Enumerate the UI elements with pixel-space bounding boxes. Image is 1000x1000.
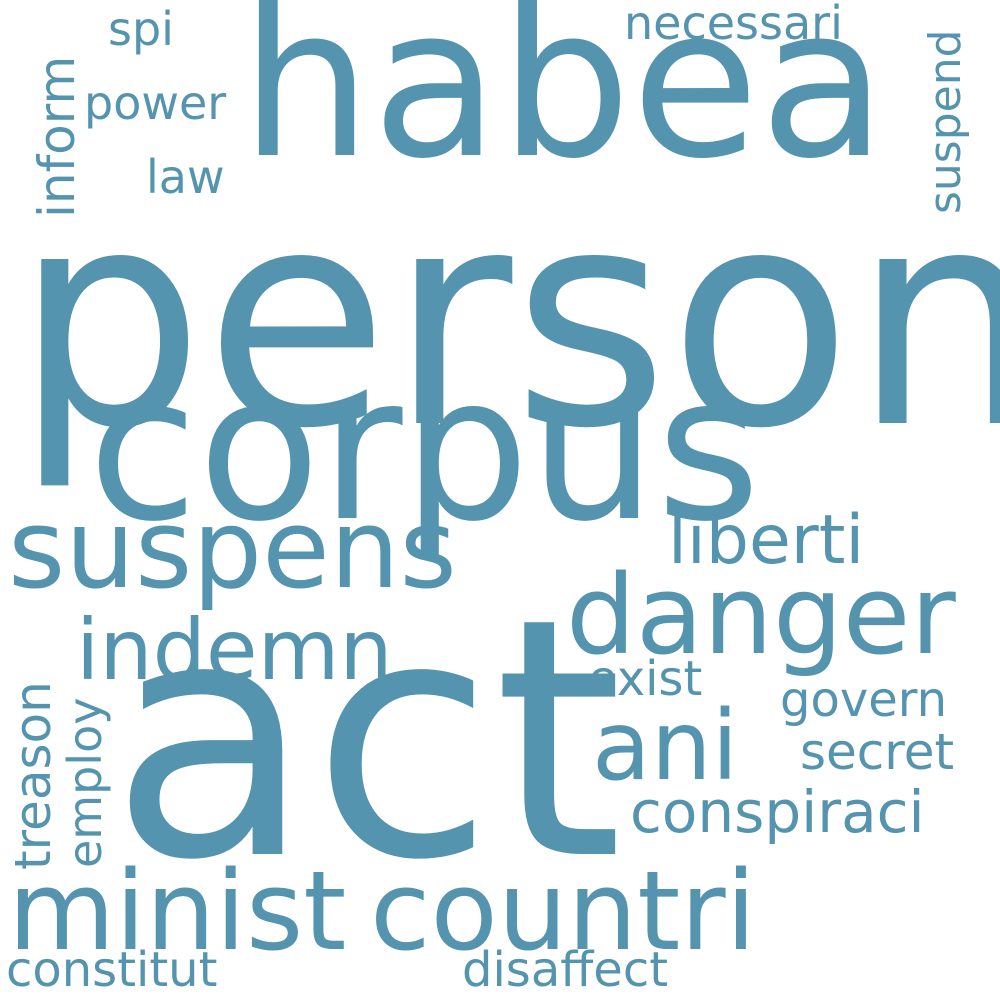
word-ani: ani — [592, 690, 739, 802]
word-disaffect: disaffect — [462, 942, 669, 998]
word-treason: treason — [4, 681, 62, 870]
word-liberti: liberti — [668, 501, 865, 580]
word-necessari: necessari — [624, 0, 843, 50]
word-inform: inform — [28, 55, 86, 218]
word-act: act — [110, 548, 624, 932]
word-secret: secret — [800, 723, 955, 781]
word-indemn: indemn — [76, 601, 393, 699]
word-suspend: suspend — [920, 29, 971, 214]
word-spi: spi — [108, 2, 174, 56]
word-law: law — [146, 150, 225, 204]
word-danger: danger — [566, 551, 956, 679]
word-power: power — [84, 76, 227, 130]
word-person: person — [14, 145, 1000, 494]
word-govern: govern — [780, 672, 948, 728]
word-conspiraci: conspiraci — [630, 778, 925, 846]
word-countri: countri — [370, 847, 757, 975]
word-corpus: corpus — [88, 333, 761, 566]
word-constitut: constitut — [6, 942, 218, 998]
word-exist: exist — [588, 651, 703, 707]
word-suspens: suspens — [8, 485, 457, 613]
word-employ: employ — [58, 697, 112, 868]
word-habea: habea — [240, 0, 887, 205]
word-minist: minist — [8, 847, 347, 975]
